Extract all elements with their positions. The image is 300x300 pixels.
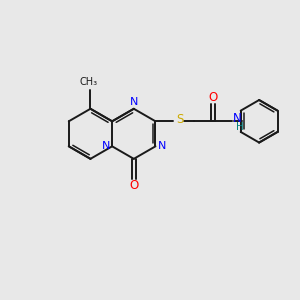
Text: N: N xyxy=(102,141,111,151)
Text: CH₃: CH₃ xyxy=(80,77,98,87)
Text: H: H xyxy=(236,122,243,132)
Text: O: O xyxy=(208,91,218,103)
Text: N: N xyxy=(158,141,166,151)
Text: O: O xyxy=(129,179,138,192)
Text: S: S xyxy=(176,113,183,126)
Text: N: N xyxy=(130,97,138,107)
Text: N: N xyxy=(233,112,242,125)
